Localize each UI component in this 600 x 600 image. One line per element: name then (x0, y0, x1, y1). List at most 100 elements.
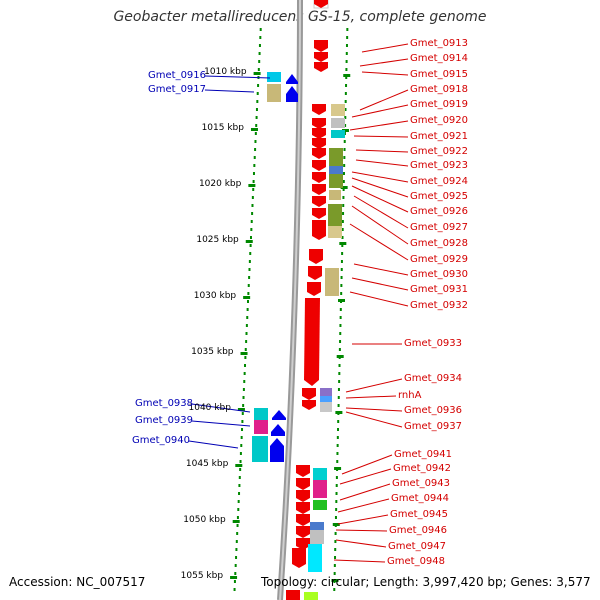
ruler-dot (236, 532, 239, 535)
ruler-dot (242, 404, 245, 407)
forward-gene (314, 52, 328, 62)
gene-label-gmet_0934: Gmet_0934 (404, 373, 463, 384)
scale-tick (240, 352, 248, 355)
ruler-dot (337, 388, 340, 391)
gene-label-gmet_0933: Gmet_0933 (404, 338, 463, 349)
ruler-dot (258, 60, 261, 63)
leader-line (339, 468, 392, 485)
scale-label: 1050 kbp (183, 515, 226, 525)
protein-domain-box (310, 530, 324, 544)
protein-domain-box (313, 500, 327, 510)
forward-gene (296, 514, 310, 526)
forward-gene (312, 104, 326, 115)
scale-tick (334, 467, 342, 470)
ruler-dot (235, 548, 238, 551)
protein-domain-box (267, 72, 281, 82)
ruler-dot (339, 340, 342, 343)
ruler-dot (250, 228, 253, 231)
forward-gene (314, 40, 328, 52)
genome-backbone (277, 0, 303, 600)
ruler-dot (247, 292, 250, 295)
ruler-dot (243, 380, 246, 383)
forward-gene (296, 526, 310, 538)
ruler-dot (254, 140, 257, 143)
leader-line (353, 195, 409, 229)
ruler-dot (336, 436, 339, 439)
gene-label-gmet_0932: Gmet_0932 (410, 300, 469, 311)
forward-gene (312, 138, 326, 149)
ruler-dot (343, 140, 346, 143)
ruler-dot (248, 260, 251, 263)
forward-gene (312, 128, 326, 139)
gene-label-gmet_0937: Gmet_0937 (404, 421, 463, 432)
scale-tick (230, 576, 238, 579)
scale-tick (232, 520, 240, 523)
left-ruler (233, 28, 262, 591)
forward-gene (302, 388, 316, 400)
ruler-dot (255, 108, 258, 111)
ruler-dot (338, 380, 341, 383)
gene-label-gmet_0944: Gmet_0944 (391, 493, 450, 504)
ruler-dot (338, 348, 341, 351)
leader-line (191, 403, 251, 413)
ruler-dot (340, 268, 343, 271)
gene-label-gmet_0918: Gmet_0918 (410, 84, 469, 95)
leader-line (337, 498, 390, 513)
forward-gene (296, 502, 310, 514)
ruler-dot (239, 460, 242, 463)
ruler-dot (334, 556, 337, 559)
ruler-dot (253, 156, 256, 159)
leader-line (339, 483, 391, 501)
ruler-dot (234, 564, 237, 567)
leader-line (361, 71, 409, 76)
ruler-dot (240, 444, 243, 447)
scale-label: 1020 kbp (198, 179, 242, 189)
forward-gene (314, 62, 328, 72)
forward-gene (314, 0, 328, 8)
protein-domain-box (320, 402, 332, 412)
leader-line (335, 539, 387, 548)
ruler-dot (259, 36, 262, 39)
ruler-dot (339, 316, 342, 319)
ruler-dot (251, 196, 254, 199)
ruler-dot (233, 588, 236, 591)
gene-label-gmet_0927: Gmet_0927 (410, 222, 469, 233)
ruler-dot (236, 524, 239, 527)
protein-domain-box (328, 204, 342, 226)
ruler-dot (341, 252, 344, 255)
leader-line (337, 514, 389, 525)
gene-label-gmet_0945: Gmet_0945 (390, 509, 449, 520)
scale-tick (235, 464, 243, 467)
reverse-gene (272, 410, 286, 420)
protein-domain-box (328, 226, 342, 238)
ruler-dot (344, 116, 347, 119)
ruler-dot (340, 276, 343, 279)
ruler-dot (245, 324, 248, 327)
ruler-dot (340, 260, 343, 263)
ruler-dot (254, 132, 257, 135)
leader-line (349, 120, 409, 131)
protein-domain-box (313, 468, 327, 480)
protein-domain-box (267, 84, 281, 102)
forward-gene (296, 478, 310, 490)
gene-label-gmet_0929: Gmet_0929 (410, 254, 469, 265)
scale-tick (332, 523, 340, 526)
forward-gene (302, 400, 316, 410)
gene-label-gmet_0914: Gmet_0914 (410, 53, 469, 64)
ruler-dot (333, 572, 336, 575)
ruler-dot (236, 516, 239, 519)
ruler-dot (336, 444, 339, 447)
gene-label-gmet_0930: Gmet_0930 (410, 269, 469, 280)
ruler-dot (339, 332, 342, 335)
ruler-dot (344, 100, 347, 103)
ruler-dot (340, 284, 343, 287)
ruler-dot (242, 396, 245, 399)
ruler-dot (237, 508, 240, 511)
leader-line (204, 89, 255, 93)
gene-label-gmet_0931: Gmet_0931 (410, 284, 469, 295)
ruler-dot (338, 372, 341, 375)
ruler-dot (344, 124, 347, 127)
scale-tick (253, 72, 261, 75)
leader-line (204, 75, 271, 79)
